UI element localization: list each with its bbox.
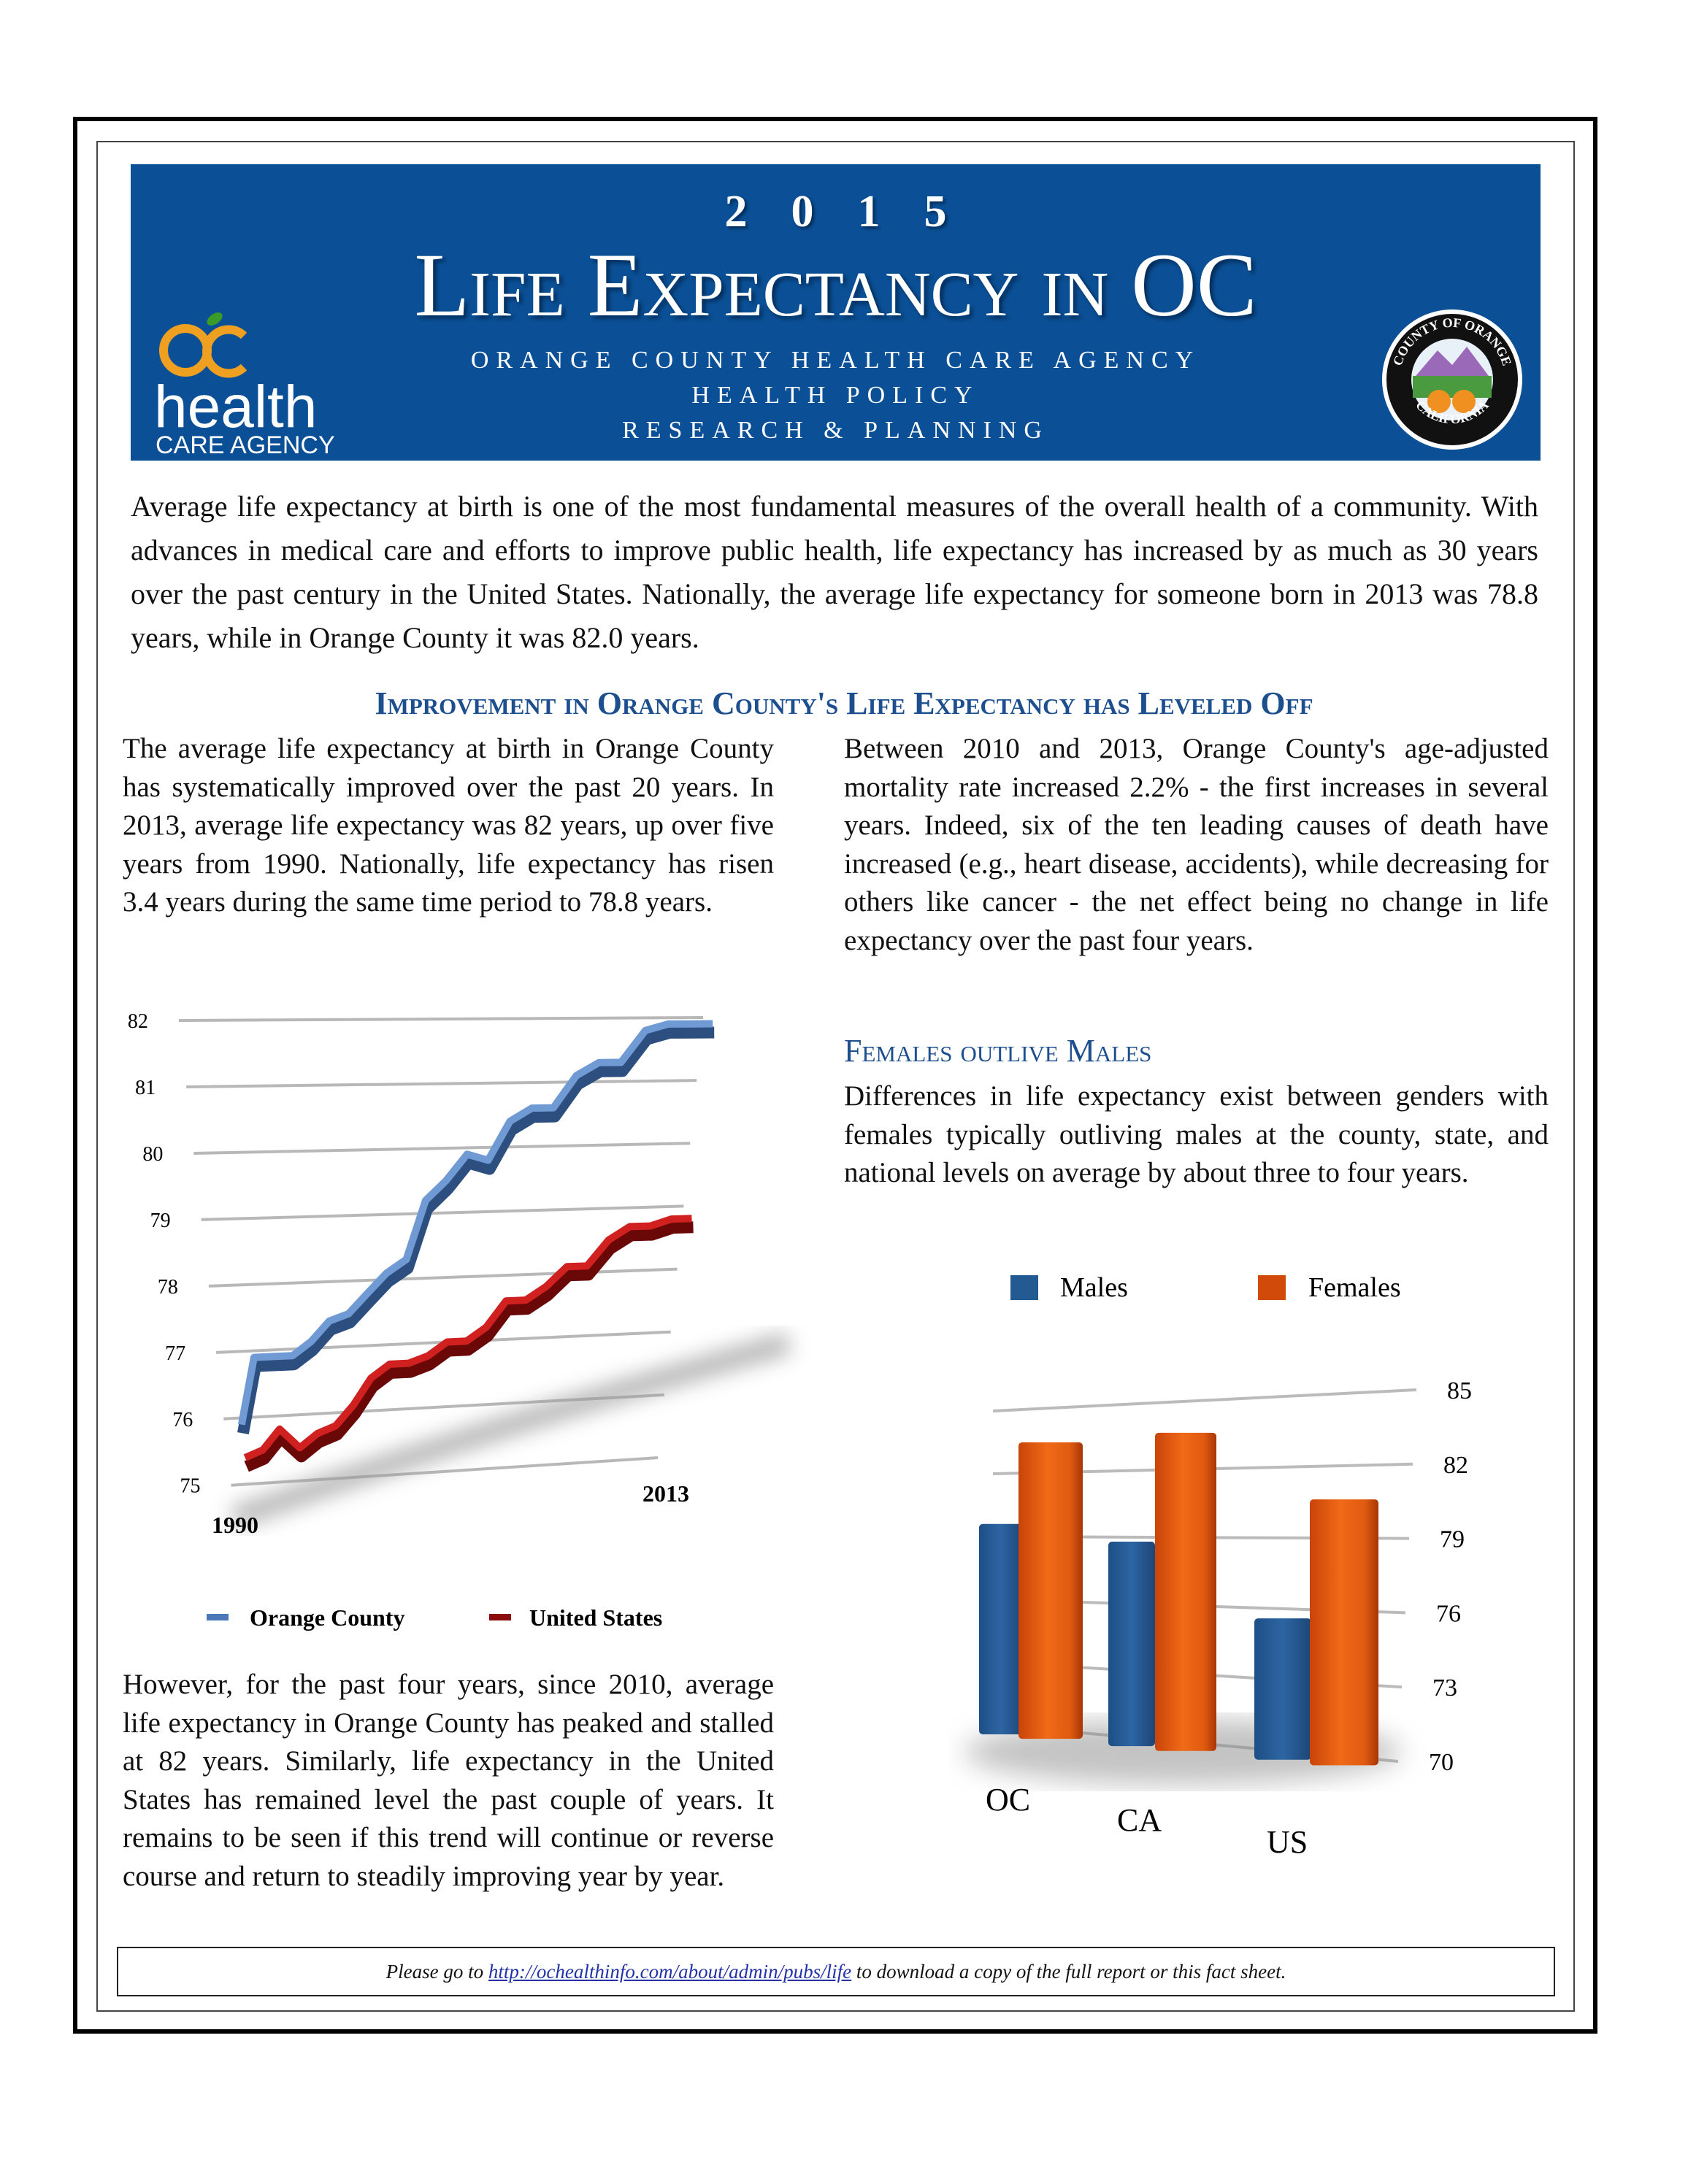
bar-ca-males — [1108, 1541, 1155, 1747]
gridline-79 — [201, 1204, 684, 1221]
section-heading-leveled-off: Improvement in Orange County's Life Expe… — [375, 685, 1313, 721]
bar-ca-females — [1155, 1432, 1216, 1751]
series-depth-0 — [237, 1026, 715, 1435]
y-tick-81: 81 — [135, 1077, 156, 1099]
gridline-75 — [231, 1456, 659, 1487]
footer-prefix: Please go to — [385, 1961, 488, 1983]
series-line-orange-county — [237, 1020, 713, 1426]
y-tick-79: 79 — [150, 1210, 171, 1232]
y-tick-76: 76 — [172, 1409, 193, 1431]
bar-us-females — [1310, 1499, 1378, 1766]
legend-swatch-males — [1010, 1275, 1038, 1300]
gridline-82 — [178, 1016, 704, 1023]
legend-swatch-orange-county — [207, 1614, 229, 1620]
y-tick-79: 79 — [1440, 1526, 1465, 1553]
section-heading-females-outlive-males: Females outlive Males — [844, 1033, 1152, 1069]
header-banner: 2015 Life Expectancy in OC ORANGE COUNTY… — [131, 164, 1541, 461]
y-tick-85: 85 — [1447, 1377, 1472, 1404]
legend-label-united-states: United States — [529, 1604, 662, 1631]
report-year: 2015 — [724, 187, 991, 237]
y-tick-77: 77 — [165, 1342, 185, 1365]
legend-swatch-united-states — [489, 1614, 511, 1620]
y-tick-82: 82 — [128, 1010, 148, 1033]
report-link[interactable]: http://ochealthinfo.com/about/admin/pubs… — [488, 1961, 852, 1983]
y-tick-73: 73 — [1432, 1674, 1457, 1702]
gridline-81 — [186, 1079, 697, 1089]
category-label-ca: CA — [1117, 1802, 1162, 1838]
gridline-85 — [992, 1388, 1417, 1412]
gender-bar-chart: Males Females 70 73 76 79 82 85 OC CA US — [964, 1272, 1472, 1860]
category-label-us: US — [1267, 1824, 1308, 1860]
legend-label-females: Females — [1308, 1272, 1401, 1303]
x-label-2013: 2013 — [642, 1480, 689, 1507]
unit-name: RESEARCH & PLANNING — [622, 417, 1049, 444]
y-tick-78: 78 — [158, 1276, 178, 1299]
footer-suffix: to download a copy of the full report or… — [851, 1961, 1286, 1983]
bar-us-males — [1254, 1618, 1311, 1760]
category-label-oc: OC — [986, 1782, 1030, 1818]
bar-oc-females — [1018, 1442, 1083, 1739]
series-line-united-states — [243, 1215, 692, 1461]
inner-border — [96, 141, 1575, 2012]
left-paragraph-2: However, for the past four years, since … — [123, 1669, 774, 1892]
y-tick-76: 76 — [1436, 1600, 1461, 1627]
gridline-80 — [193, 1142, 691, 1155]
line-shadow — [229, 1332, 792, 1529]
legend-label-males: Males — [1060, 1272, 1128, 1303]
y-tick-80: 80 — [142, 1143, 163, 1166]
county-seal: COUNTY OF ORANGE CALIFORNIA — [1382, 309, 1522, 450]
series-depth-1 — [244, 1221, 694, 1472]
y-tick-70: 70 — [1429, 1749, 1454, 1776]
right-paragraph-2: Differences in life expectancy exist bet… — [844, 1080, 1549, 1188]
y-tick-82: 82 — [1443, 1452, 1468, 1479]
legend-swatch-females — [1258, 1275, 1286, 1300]
y-tick-75: 75 — [180, 1475, 201, 1498]
bar-oc-males — [979, 1523, 1023, 1734]
intro-paragraph: Average life expectancy at birth is one … — [131, 490, 1538, 654]
division-name: HEALTH POLICY — [691, 382, 980, 409]
left-paragraph-1: The average life expectancy at birth in … — [123, 733, 774, 918]
gridline-78 — [208, 1267, 678, 1288]
page-title: Life Expectancy in OC — [414, 235, 1257, 335]
svg-text:health: health — [154, 374, 317, 440]
life-expectancy-line-chart: 75 76 77 78 79 80 81 82 1990 2013 Orange County… — [128, 1010, 792, 1631]
legend-label-orange-county: Orange County — [250, 1604, 404, 1631]
svg-text:CARE AGENCY: CARE AGENCY — [156, 431, 335, 456]
x-label-1990: 1990 — [212, 1512, 258, 1538]
oc-health-logo: health CARE AGENCY — [154, 312, 335, 456]
outer-border — [73, 117, 1597, 2034]
right-paragraph-1: Between 2010 and 2013, Orange County's a… — [844, 733, 1549, 956]
agency-name: ORANGE COUNTY HEALTH CARE AGENCY — [470, 347, 1201, 374]
footer-box: Please go to http://ochealthinfo.com/abo… — [117, 1947, 1555, 1996]
